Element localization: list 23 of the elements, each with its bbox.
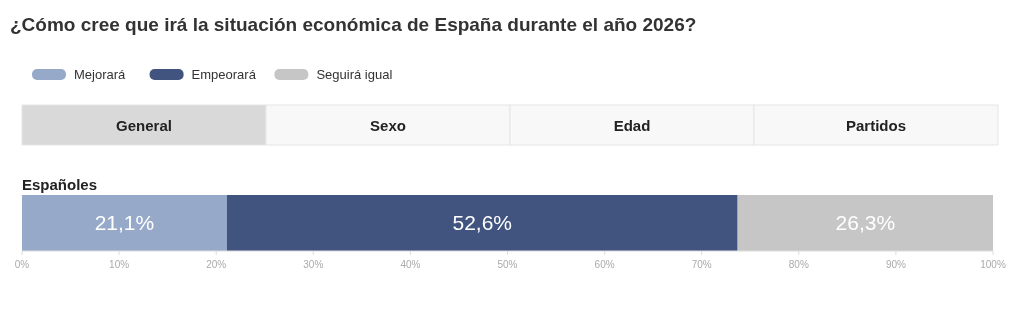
- x-tick-label: 90%: [885, 259, 907, 270]
- tab-bar: General Sexo Edad Partidos: [21, 104, 999, 146]
- data-label: 26,3%: [835, 211, 896, 234]
- x-tick-label: 20%: [206, 259, 227, 270]
- legend-label: Empeorará: [191, 67, 257, 82]
- data-label: 21,1%: [94, 211, 155, 234]
- legend-label: Seguirá igual: [316, 67, 393, 82]
- x-tick-label: 100%: [980, 259, 1006, 270]
- x-tick-label: 80%: [788, 259, 809, 270]
- bar: [737, 195, 993, 251]
- bar: [22, 195, 227, 251]
- y-tick-label: Españoles: [22, 176, 98, 193]
- data-label: 52,6%: [452, 211, 513, 234]
- bar: [226, 195, 738, 251]
- chart-title: ¿Cómo cree que irá la situación económica de España durante el año 2026?: [10, 14, 697, 35]
- x-tick-label: 10%: [109, 259, 130, 270]
- x-tick-label: 50%: [497, 259, 518, 270]
- x-tick-label: 60%: [594, 259, 615, 270]
- x-tick-label: 70%: [691, 259, 712, 270]
- legend-label: Mejorará: [74, 67, 127, 82]
- x-tick-label: 30%: [303, 259, 324, 270]
- x-tick-label: 40%: [400, 259, 421, 270]
- x-tick-label: 0%: [14, 259, 30, 270]
